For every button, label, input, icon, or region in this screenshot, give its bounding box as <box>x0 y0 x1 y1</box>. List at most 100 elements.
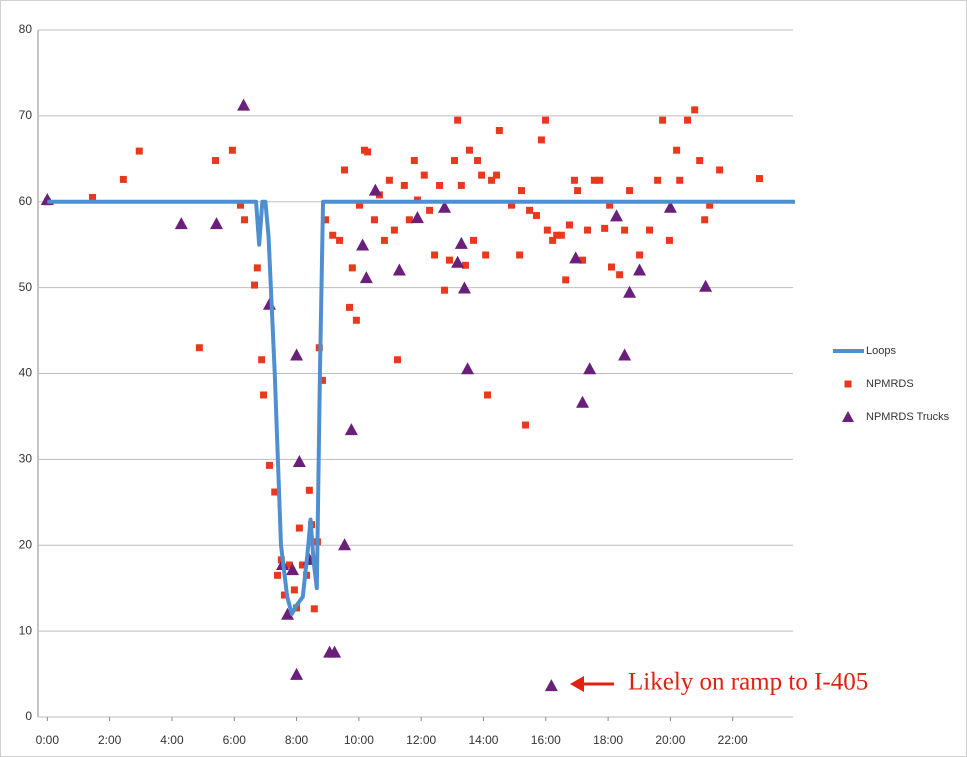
x-tick-label: 6:00 <box>223 733 247 747</box>
npmrds-point <box>665 236 673 244</box>
truck-point <box>338 538 352 551</box>
npmrds-point <box>260 391 268 399</box>
npmrds-point <box>522 421 530 429</box>
npmrds-point <box>305 486 313 494</box>
npmrds-point <box>532 211 540 219</box>
y-tick-label: 80 <box>19 22 33 36</box>
npmrds-point <box>310 605 318 613</box>
npmrds-point <box>348 264 356 272</box>
npmrds-point <box>517 187 525 195</box>
npmrds-point <box>400 181 408 189</box>
npmrds-point <box>285 561 293 569</box>
npmrds-point <box>298 561 306 569</box>
npmrds-point <box>493 171 501 179</box>
annotation-arrowhead <box>570 676 584 692</box>
truck-point <box>451 255 465 268</box>
truck-point <box>328 645 342 658</box>
npmrds-point <box>346 303 354 311</box>
y-tick-label: 70 <box>19 108 33 122</box>
truck-point <box>281 607 295 620</box>
truck-point <box>356 238 370 251</box>
npmrds-point <box>89 193 97 201</box>
npmrds-point <box>355 201 363 209</box>
truck-point <box>623 285 637 298</box>
x-tick-label: 2:00 <box>98 733 122 747</box>
npmrds-point <box>621 226 629 234</box>
truck-point <box>663 200 677 213</box>
annotation-group: Likely on ramp to I-405 <box>570 669 868 696</box>
npmrds-point <box>590 176 598 184</box>
npmrds-point <box>380 236 388 244</box>
npmrds-point <box>659 116 667 124</box>
npmrds-point <box>393 356 401 364</box>
loops-line <box>47 199 795 616</box>
truck-point <box>286 563 300 576</box>
npmrds-point <box>516 251 524 259</box>
npmrds-point <box>364 148 372 156</box>
npmrds-point <box>329 231 337 239</box>
truck-point <box>174 217 188 230</box>
npmrds-point <box>405 216 413 224</box>
npmrds-point <box>701 216 709 224</box>
npmrds-point <box>676 176 684 184</box>
npmrds-point <box>691 106 699 114</box>
npmrds-point <box>258 356 266 364</box>
y-tick-label: 40 <box>19 366 33 380</box>
x-tick-label: 0:00 <box>36 733 60 747</box>
npmrds-point <box>135 147 143 155</box>
npmrds-point <box>385 176 393 184</box>
npmrds-point <box>271 488 279 496</box>
npmrds-point <box>706 201 714 209</box>
npmrds-point <box>295 524 303 532</box>
npmrds-point <box>318 376 326 384</box>
npmrds-point <box>557 231 565 239</box>
npmrds-point <box>431 251 439 259</box>
npmrds-point <box>654 176 662 184</box>
truck-point <box>410 211 424 224</box>
y-tick-label: 0 <box>25 709 32 723</box>
npmrds-point <box>470 236 478 244</box>
npmrds-point <box>426 206 434 214</box>
npmrds-point <box>562 276 570 284</box>
truck-point <box>583 362 597 375</box>
npmrds-point <box>251 281 259 289</box>
npmrds-point <box>549 236 557 244</box>
truck-point <box>457 281 471 294</box>
npmrds-point <box>684 116 692 124</box>
npmrds-point <box>696 157 704 165</box>
legend-label: Loops <box>866 345 896 357</box>
npmrds-point <box>265 461 273 469</box>
npmrds-point <box>352 316 360 324</box>
truck-point <box>618 348 632 361</box>
npmrds-point <box>716 166 724 174</box>
truck-point <box>237 98 251 111</box>
npmrds-point <box>474 157 482 165</box>
truck-point <box>576 395 590 408</box>
y-tick-label: 10 <box>19 623 33 637</box>
npmrds-point <box>451 157 459 165</box>
truck-point <box>569 251 583 264</box>
y-tick-label: 20 <box>19 537 33 551</box>
npmrds-point <box>579 256 587 264</box>
npmrds-point <box>565 221 573 229</box>
x-tick-label: 14:00 <box>468 733 498 747</box>
npmrds-point <box>280 591 288 599</box>
npmrds-point <box>290 586 298 594</box>
y-tick-label: 60 <box>19 194 33 208</box>
x-tick-label: 20:00 <box>655 733 685 747</box>
legend-label: NPMRDS <box>866 378 914 390</box>
truck-point <box>359 271 373 284</box>
npmrds-point <box>446 256 454 264</box>
x-tick-label: 4:00 <box>160 733 184 747</box>
npmrds-point <box>626 187 634 195</box>
npmrds-point <box>537 136 545 144</box>
npmrds-point <box>616 271 624 279</box>
npmrds-point <box>195 344 203 352</box>
truck-point <box>210 217 224 230</box>
npmrds-point <box>441 286 449 294</box>
npmrds-point <box>673 146 681 154</box>
npmrds-point <box>636 251 644 259</box>
npmrds-point <box>253 264 261 272</box>
npmrds-point <box>322 216 330 224</box>
